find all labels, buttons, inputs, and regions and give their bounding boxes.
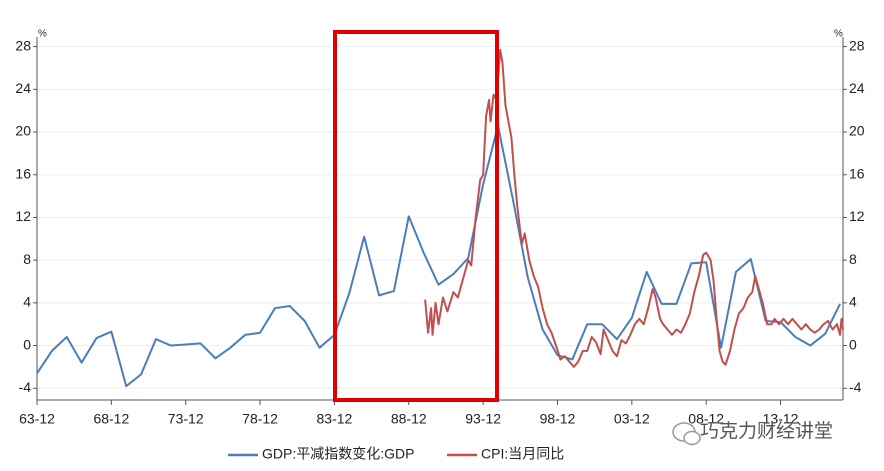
highlight-box	[333, 30, 499, 402]
y-tick-label: -4	[19, 379, 32, 395]
y2-tick-label: 8	[849, 251, 857, 267]
y2-tick-label: 12	[849, 208, 865, 224]
y-tick-label: 0	[23, 336, 31, 352]
y2-tick-label: 16	[849, 165, 865, 181]
legend-label: GDP:平减指数变化:GDP	[262, 446, 414, 462]
x-tick-label: 93-12	[465, 411, 501, 427]
watermark-text: 巧克力财经讲堂	[700, 420, 833, 442]
y2-tick-label: 0	[849, 336, 857, 352]
y2-tick-label: 4	[849, 294, 857, 310]
legend-label: CPI:当月同比	[481, 446, 564, 462]
y-tick-label: 4	[23, 294, 31, 310]
x-tick-label: 03-12	[614, 411, 650, 427]
series-line	[36, 124, 841, 388]
x-tick-label: 73-12	[168, 411, 204, 427]
x-tick-label: 68-12	[93, 411, 129, 427]
y-axis-unit: %	[38, 29, 47, 40]
x-tick-label: 83-12	[317, 411, 353, 427]
y-tick-label: 8	[23, 251, 31, 267]
y2-tick-label: -4	[849, 379, 862, 395]
series-line	[424, 48, 844, 368]
y-tick-label: 16	[15, 165, 31, 181]
x-tick-label: 08-12	[688, 411, 724, 427]
y-tick-label: 24	[15, 80, 31, 96]
y-tick-label: 12	[15, 208, 31, 224]
x-tick-label: 88-12	[391, 411, 427, 427]
x-tick-label: 98-12	[540, 411, 576, 427]
watermark-icon	[683, 430, 701, 446]
y2-tick-label: 24	[849, 80, 865, 96]
x-tick-label: 78-12	[242, 411, 278, 427]
y2-tick-label: 20	[849, 123, 865, 139]
watermark: 巧克力财经讲堂	[672, 420, 833, 446]
y-tick-label: 20	[15, 123, 31, 139]
x-tick-label: 63-12	[19, 411, 55, 427]
y2-axis-unit: %	[834, 29, 843, 40]
y2-tick-label: 28	[849, 37, 865, 53]
x-tick-label: 13-12	[763, 411, 799, 427]
y-tick-label: 28	[15, 37, 31, 53]
